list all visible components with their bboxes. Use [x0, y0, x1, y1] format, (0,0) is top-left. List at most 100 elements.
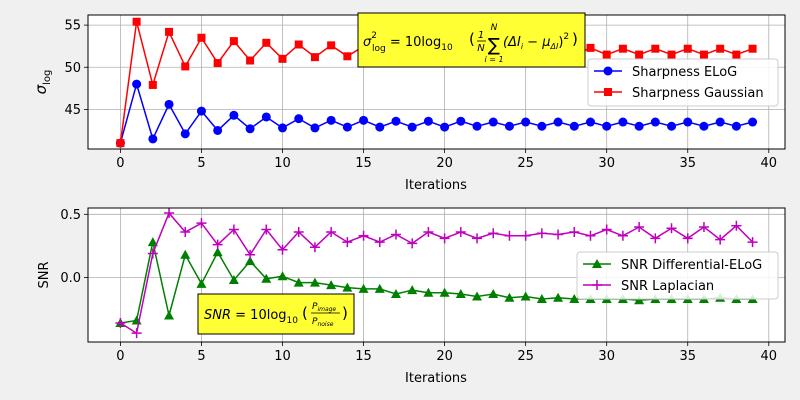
- data-point-sharpness-elog: [683, 117, 693, 127]
- data-point-snr-laplacian: [472, 233, 483, 244]
- top-x-axis-label: Iterations: [405, 178, 467, 193]
- data-point-snr-differential-elog: [164, 310, 175, 320]
- x-tick-label: 25: [517, 349, 534, 364]
- y-tick-label: 55: [64, 19, 81, 34]
- data-point-snr-laplacian: [666, 223, 677, 234]
- data-point-snr-differential-elog: [277, 271, 288, 281]
- x-tick-label: 10: [274, 156, 291, 171]
- bottom-series: [115, 208, 758, 339]
- data-point-sharpness-elog: [342, 122, 352, 132]
- data-point-snr-laplacian: [326, 227, 337, 238]
- data-point-snr-laplacian: [228, 224, 239, 235]
- data-point-snr-laplacian: [390, 229, 401, 240]
- data-point-sharpness-elog: [196, 106, 206, 116]
- bottom-formula-lhs: SNR = 10log10: [204, 308, 298, 326]
- data-point-sharpness-elog: [618, 117, 628, 127]
- x-tick-label: 15: [355, 349, 372, 364]
- data-point-snr-laplacian: [698, 221, 709, 232]
- data-point-snr-laplacian: [212, 239, 223, 250]
- data-point-snr-laplacian: [342, 237, 353, 248]
- top-formula-sum-bottom: i = 1: [484, 55, 503, 64]
- data-point-snr-laplacian: [180, 227, 191, 238]
- series-line-snr-laplacian: [120, 211, 754, 335]
- data-point-sharpness-elog: [391, 116, 401, 126]
- data-point-sharpness-elog: [213, 125, 223, 135]
- data-point-snr-differential-elog: [455, 288, 466, 298]
- data-point-snr-laplacian: [617, 230, 628, 241]
- data-point-sharpness-elog: [748, 117, 758, 127]
- bottom-axes-frame: [87, 207, 786, 343]
- data-point-snr-laplacian: [196, 218, 207, 229]
- x-tick-label: 35: [679, 349, 696, 364]
- data-point-snr-laplacian: [245, 249, 256, 260]
- bottom-formula-frac-den: Pnoise: [312, 317, 334, 328]
- data-point-snr-laplacian: [553, 229, 564, 240]
- data-point-snr-differential-elog: [196, 278, 207, 288]
- data-point-sharpness-gaussian: [667, 50, 676, 59]
- data-point-sharpness-elog: [731, 121, 741, 131]
- legend-entry-snr-differential-elog: SNR Differential-ELoG: [583, 258, 762, 273]
- data-point-snr-differential-elog: [472, 291, 483, 301]
- data-point-sharpness-elog: [294, 114, 304, 124]
- bottom-x-axis-label: Iterations: [405, 371, 467, 386]
- data-point-sharpness-elog: [278, 123, 288, 133]
- legend-label-snr-laplacian: SNR Laplacian: [621, 279, 714, 294]
- x-tick-label: 25: [517, 156, 534, 171]
- data-point-snr-laplacian: [147, 248, 158, 259]
- legend-label-sharpness-elog: Sharpness ELoG: [632, 65, 737, 80]
- x-tick-label: 10: [274, 349, 291, 364]
- data-point-sharpness-gaussian: [699, 50, 708, 59]
- data-point-snr-differential-elog: [212, 247, 223, 257]
- y-tick-label: 50: [64, 61, 81, 76]
- data-point-sharpness-elog: [602, 121, 612, 131]
- data-point-sharpness-elog: [326, 115, 336, 125]
- x-tick-label: 5: [197, 156, 205, 171]
- y-tick-label: 45: [64, 103, 81, 118]
- x-tick-label: 15: [355, 156, 372, 171]
- x-tick-label: 30: [598, 156, 615, 171]
- data-point-snr-differential-elog: [228, 275, 239, 285]
- legend-marker-sharpness-elog: [603, 66, 613, 76]
- data-point-snr-differential-elog: [390, 288, 401, 298]
- data-point-snr-differential-elog: [261, 273, 272, 283]
- x-tick-label: 20: [436, 349, 453, 364]
- data-point-snr-differential-elog: [374, 283, 385, 293]
- data-point-snr-laplacian: [439, 233, 450, 244]
- data-point-sharpness-elog: [699, 121, 709, 131]
- data-point-sharpness-gaussian: [618, 44, 627, 53]
- x-tick-label: 40: [761, 156, 778, 171]
- legend-marker-sharpness-gaussian: [604, 88, 612, 96]
- data-point-snr-laplacian: [407, 238, 418, 249]
- data-point-sharpness-elog: [245, 124, 255, 134]
- data-point-sharpness-elog: [553, 117, 563, 127]
- data-point-sharpness-elog: [132, 79, 142, 89]
- data-point-snr-laplacian: [585, 230, 596, 241]
- bottom-legend: SNR Differential-ELoG SNR Laplacian: [576, 251, 779, 300]
- top-legend-box: [587, 58, 779, 107]
- data-point-sharpness-gaussian: [310, 53, 319, 62]
- data-point-snr-laplacian: [309, 242, 320, 253]
- series-line-snr-differential-elog: [120, 241, 753, 324]
- top-formula-frac-num: 1: [478, 30, 484, 41]
- data-point-snr-laplacian: [536, 228, 547, 239]
- data-point-snr-laplacian: [455, 227, 466, 238]
- bottom-formula-frac-num: Pimage: [312, 302, 336, 313]
- data-point-sharpness-gaussian: [262, 38, 271, 47]
- data-point-sharpness-gaussian: [732, 50, 741, 59]
- data-point-snr-differential-elog: [536, 294, 547, 304]
- data-point-sharpness-elog: [229, 110, 239, 120]
- data-point-sharpness-gaussian: [148, 80, 157, 89]
- data-point-sharpness-elog: [407, 122, 417, 132]
- data-point-snr-laplacian: [488, 228, 499, 239]
- data-point-snr-laplacian: [358, 230, 369, 241]
- data-point-snr-differential-elog: [342, 282, 353, 292]
- data-point-snr-laplacian: [374, 237, 385, 248]
- data-point-snr-differential-elog: [180, 249, 191, 259]
- data-point-snr-laplacian: [277, 244, 288, 255]
- bottom-panel: 0 5 10 15 20 25 30 35 40 0.0 0.5 Iterations SNR S…: [37, 207, 786, 386]
- x-tick-label: 0: [116, 156, 124, 171]
- data-point-snr-differential-elog: [520, 291, 531, 301]
- data-point-snr-differential-elog: [553, 292, 564, 302]
- data-point-snr-laplacian: [261, 224, 272, 235]
- data-point-snr-laplacian: [634, 221, 645, 232]
